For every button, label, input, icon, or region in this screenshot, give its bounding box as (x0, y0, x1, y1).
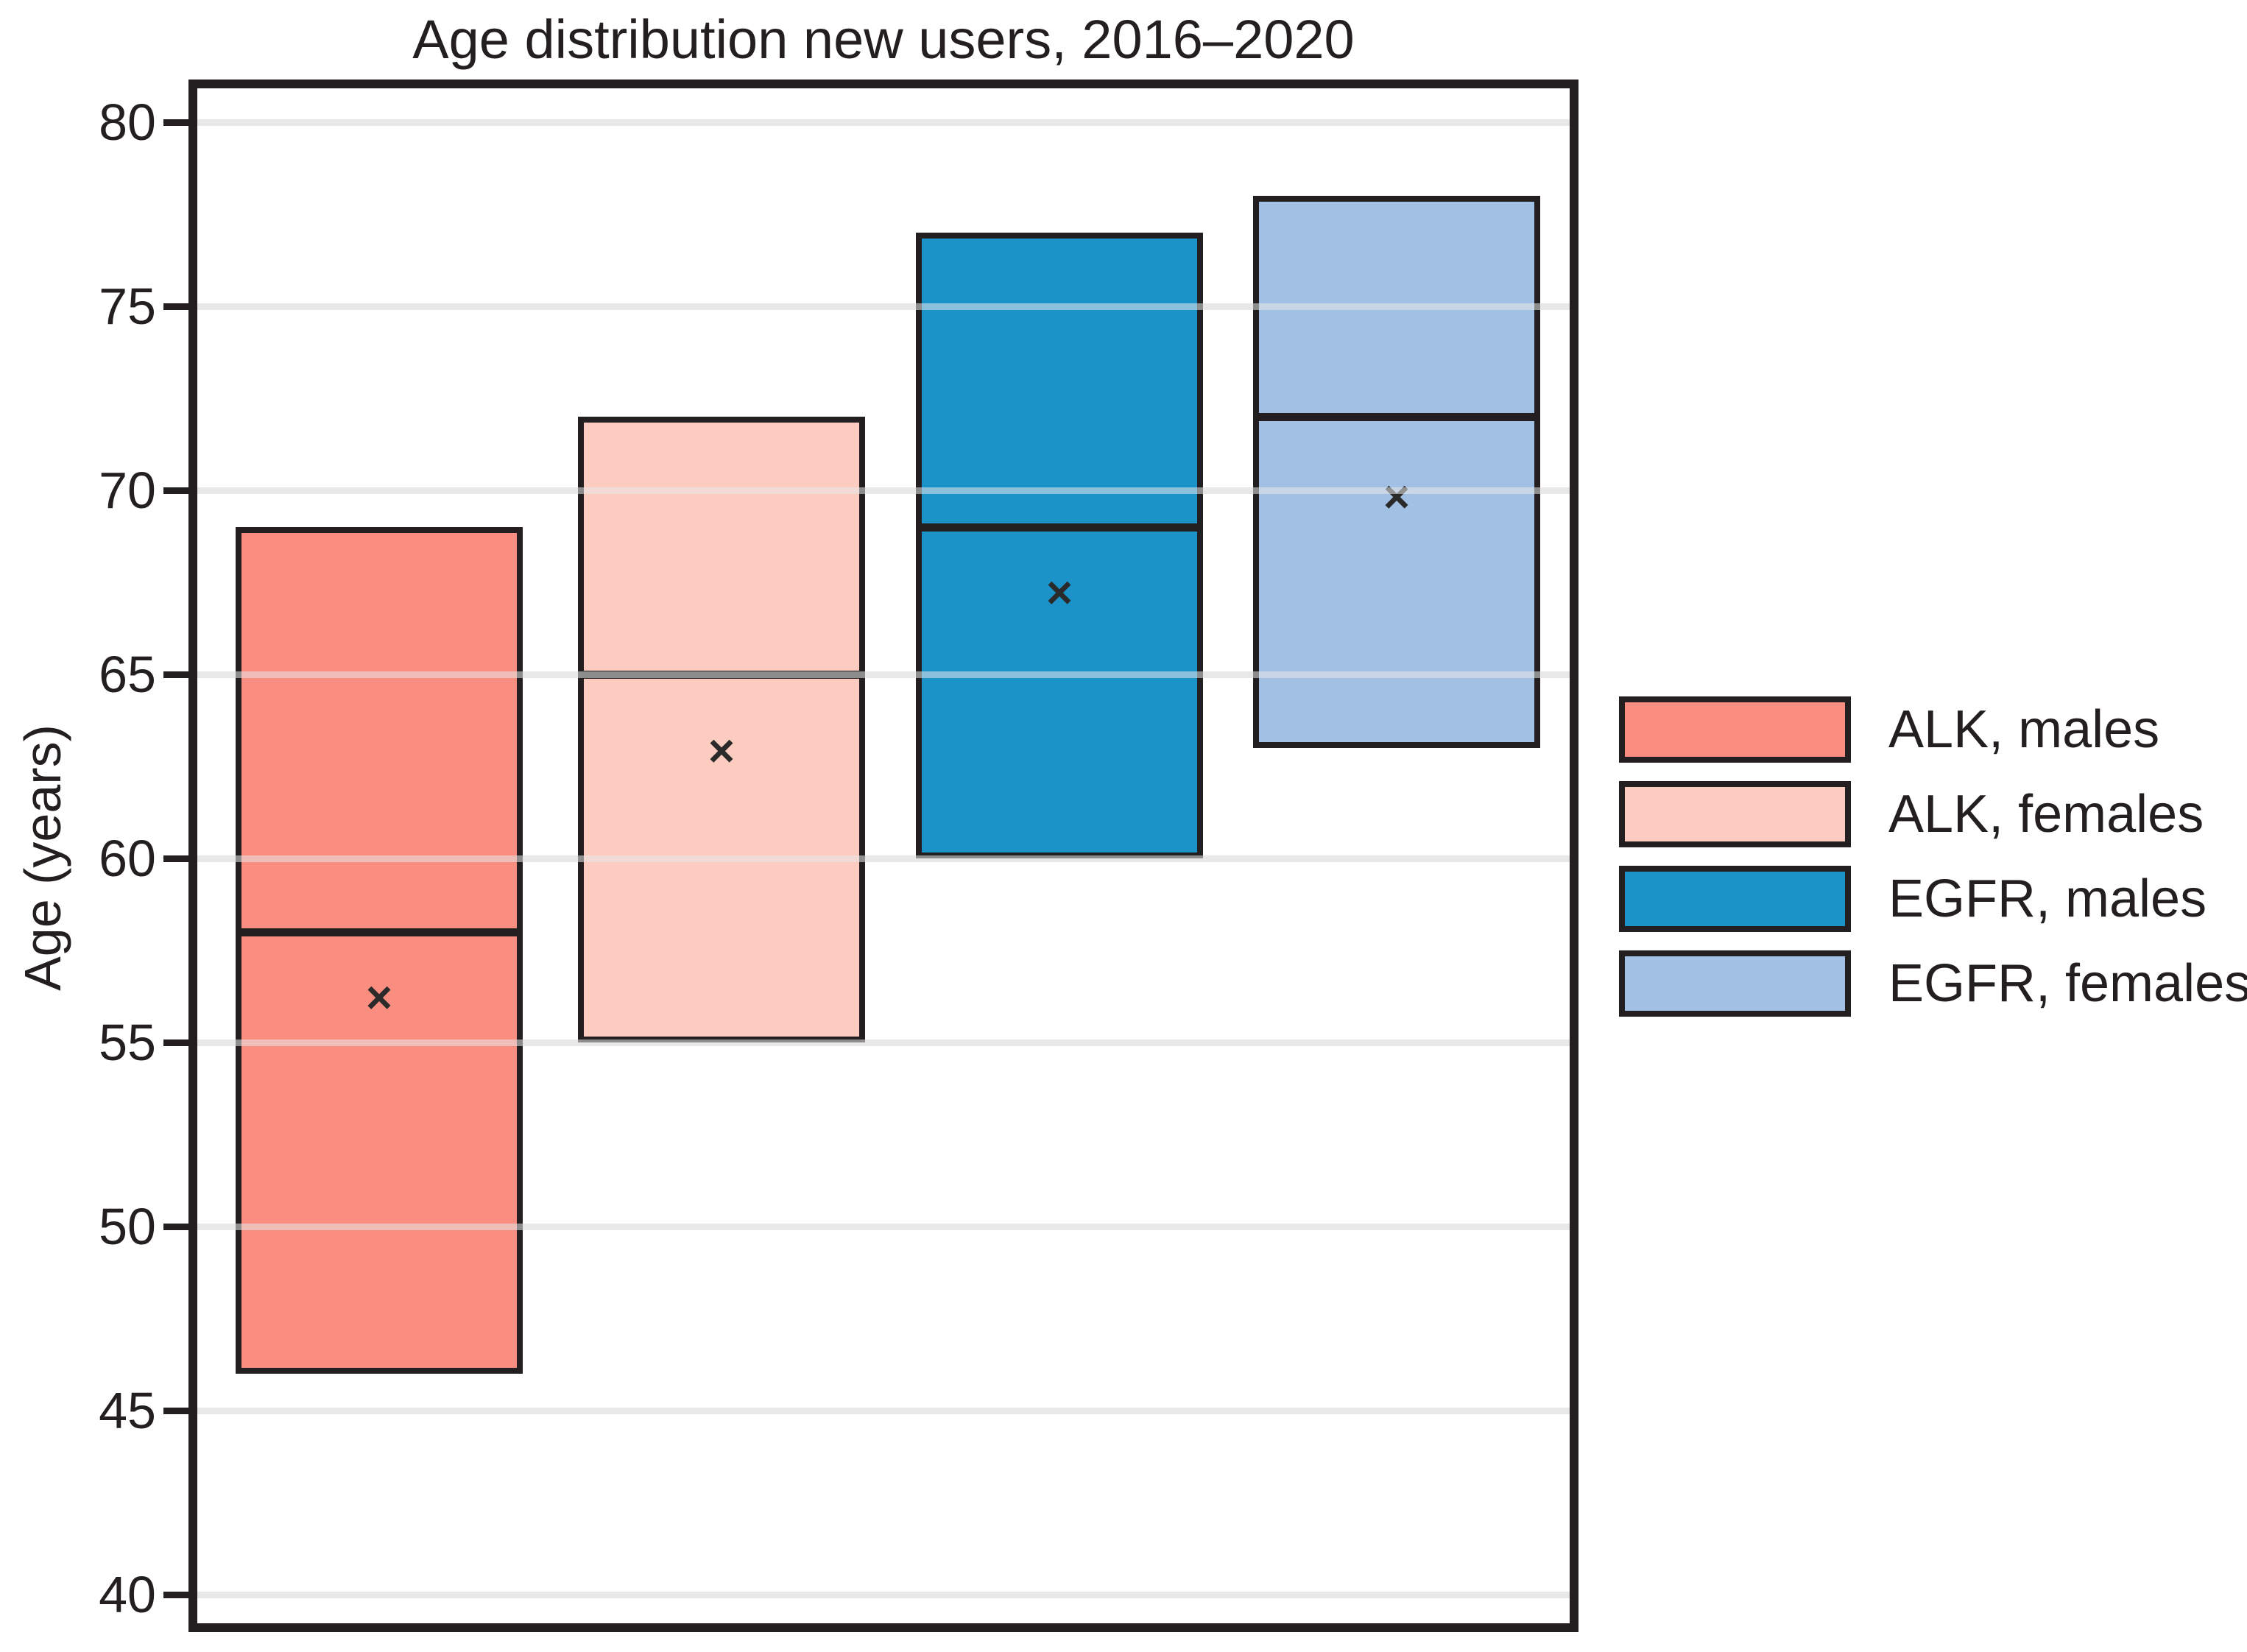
legend-swatch-1 (1619, 781, 1851, 847)
box-3 (1253, 196, 1540, 748)
y-tick-mark (163, 1592, 197, 1598)
y-tick-mark (163, 1039, 197, 1046)
gridline-overlay (197, 1039, 1570, 1046)
y-tick-label: 70 (99, 462, 156, 519)
y-tick-label: 80 (99, 93, 156, 151)
median-line-2 (922, 523, 1197, 532)
legend-label-2: EGFR, males (1888, 869, 2207, 928)
median-line-0 (241, 928, 517, 936)
gridline-overlay (197, 1592, 1570, 1598)
mean-marker-0: × (365, 973, 393, 1023)
gridline-overlay (197, 1408, 1570, 1414)
y-tick-label: 40 (99, 1566, 156, 1623)
y-tick-mark (163, 487, 197, 494)
chart-title: Age distribution new users, 2016–2020 (412, 9, 1355, 70)
gridline-overlay (197, 487, 1570, 494)
legend-swatch-3 (1619, 950, 1851, 1017)
box-1 (578, 417, 865, 1042)
y-tick-mark (163, 1224, 197, 1230)
box-0 (236, 527, 523, 1374)
y-tick-mark (163, 855, 197, 862)
y-tick-label: 65 (99, 646, 156, 703)
legend-label-3: EGFR, females (1888, 954, 2247, 1013)
gridline-overlay (197, 1224, 1570, 1230)
y-tick-label: 55 (99, 1014, 156, 1071)
y-tick-mark (163, 119, 197, 126)
mean-marker-2: × (1045, 568, 1073, 618)
box-2 (916, 233, 1203, 858)
gridline-overlay (197, 855, 1570, 862)
mean-marker-3: × (1383, 472, 1411, 523)
y-tick-mark (163, 671, 197, 678)
gridline-overlay (197, 671, 1570, 678)
legend-swatch-2 (1619, 866, 1851, 932)
y-tick-mark (163, 1408, 197, 1414)
mean-marker-1: × (708, 726, 736, 777)
y-tick-mark (163, 303, 197, 310)
y-tick-label: 60 (99, 830, 156, 887)
gridline-overlay (197, 303, 1570, 310)
legend-label-1: ALK, females (1888, 785, 2204, 844)
y-tick-label: 50 (99, 1198, 156, 1255)
y-tick-label: 45 (99, 1382, 156, 1439)
median-line-3 (1259, 413, 1534, 421)
legend-swatch-0 (1619, 696, 1851, 763)
gridline-overlay (197, 119, 1570, 126)
y-tick-label: 75 (99, 278, 156, 335)
legend-label-0: ALK, males (1888, 700, 2160, 759)
